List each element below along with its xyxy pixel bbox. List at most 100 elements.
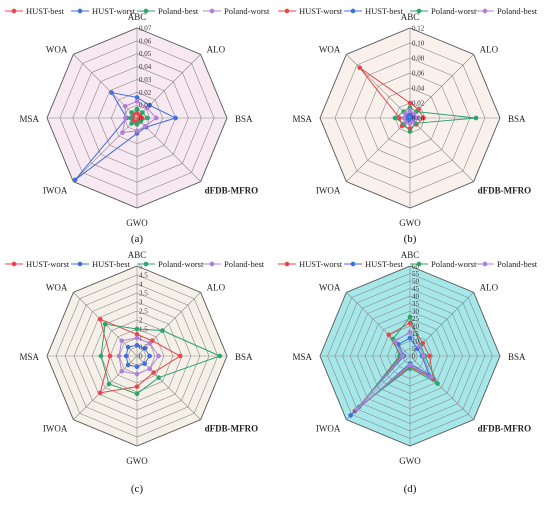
radial-tick-label: 4.5 xyxy=(139,272,148,280)
data-point-poland-best xyxy=(421,353,426,359)
axis-label: ABC xyxy=(401,12,420,22)
data-point-hust-worst xyxy=(97,316,103,322)
radial-tick-label: 0 xyxy=(139,115,143,123)
axis-label: ABC xyxy=(401,250,420,260)
radial-tick-label: 50 xyxy=(412,278,420,286)
data-point-hust-worst xyxy=(72,177,78,183)
data-point-poland-best xyxy=(407,362,413,368)
data-point-poland-best xyxy=(128,115,133,121)
data-point-hust-worst xyxy=(397,115,402,121)
data-point-poland-best xyxy=(401,115,407,121)
panel-label: (d) xyxy=(404,483,417,495)
legend-marker xyxy=(350,261,356,267)
radial-tick-label: 0.06 xyxy=(139,37,152,45)
data-point-poland-worst xyxy=(122,103,128,109)
legend-marker xyxy=(209,8,215,14)
radial-tick-label: 0.06 xyxy=(412,70,425,78)
panel-label: (b) xyxy=(404,233,417,245)
data-point-poland-best xyxy=(407,121,413,127)
legend-entry: Poland-worst xyxy=(431,259,477,269)
radial-tick-label: 0.00 xyxy=(412,115,425,123)
data-point-poland-worst xyxy=(217,353,223,359)
legend-entry: Poland-best xyxy=(158,6,199,16)
legend-entry: Poland-worst xyxy=(158,259,204,269)
data-point-poland-best xyxy=(403,119,409,125)
radial-tick-label: 2 xyxy=(139,317,143,325)
axis-label: IWOA xyxy=(316,186,341,196)
legend-entry: Poland-best xyxy=(497,6,538,16)
radial-tick-label: 20 xyxy=(412,323,420,331)
panel-label: (c) xyxy=(131,483,144,495)
legend-marker xyxy=(482,8,488,14)
data-point-poland-best xyxy=(407,108,413,113)
legend-entry: Poland-worst xyxy=(224,6,270,16)
legend: HUST-worst HUST-best Poland-worst Poland-be… xyxy=(278,259,538,269)
data-point-poland-worst xyxy=(144,105,150,111)
axis-label: ALO xyxy=(207,44,226,54)
radial-tick-label: 0.10 xyxy=(412,40,425,48)
axis-label: WOA xyxy=(46,282,68,292)
axis-label: BSA xyxy=(508,114,526,124)
radial-tick-label: 2.5 xyxy=(139,308,148,316)
data-point-hust-best xyxy=(134,342,140,348)
radial-tick-label: 40 xyxy=(412,293,420,301)
data-point-poland-best xyxy=(156,353,161,359)
data-point-poland-best xyxy=(119,338,125,344)
axis-label: dFDB-MFRO xyxy=(205,424,259,434)
legend-entry: HUST-best xyxy=(365,6,404,16)
data-point-poland-best xyxy=(140,110,145,115)
data-point-poland-best xyxy=(147,366,153,372)
axis-label: ALO xyxy=(480,44,499,54)
data-point-poland-worst xyxy=(160,328,165,333)
data-point-hust-best xyxy=(348,413,353,418)
data-point-poland-best xyxy=(428,374,434,380)
axis-label: WOA xyxy=(319,282,341,292)
data-point-poland-best xyxy=(119,368,125,374)
axis-label: dFDB-MFRO xyxy=(478,186,532,196)
data-point-poland-worst xyxy=(134,326,140,332)
radial-tick-label: 0.01 xyxy=(139,102,152,110)
legend-entry: HUST-worst xyxy=(299,259,343,269)
legend-marker xyxy=(416,8,422,14)
data-point-poland-worst xyxy=(407,314,413,320)
data-point-hust-best xyxy=(147,353,152,359)
data-point-hust-best xyxy=(123,353,129,359)
data-point-poland-worst xyxy=(134,128,140,134)
data-point-hust-best xyxy=(407,335,413,341)
radial-tick-label: 35 xyxy=(412,300,420,308)
radial-tick-label: 0.05 xyxy=(139,50,152,58)
data-point-poland-worst xyxy=(123,115,128,121)
radial-tick-label: 4 xyxy=(139,281,143,289)
legend-entry: HUST-best xyxy=(365,259,404,269)
radial-tick-label: 0.02 xyxy=(139,89,152,97)
axis-label: IWOA xyxy=(43,424,68,434)
legend-marker xyxy=(416,261,422,267)
data-point-poland-best xyxy=(129,110,134,115)
legend: HUST-best HUST-worst Poland-best Poland-wor… xyxy=(5,6,270,16)
legend-entry: Poland-worst xyxy=(431,6,477,16)
axis-label: WOA xyxy=(319,44,341,54)
radial-tick-label: 0.04 xyxy=(412,85,425,93)
legend-marker xyxy=(77,8,83,14)
radial-tick-label: 0 xyxy=(139,353,143,361)
axis-label: IWOA xyxy=(43,186,68,196)
data-point-poland-best xyxy=(402,110,408,116)
data-point-hust-worst xyxy=(97,390,103,396)
radar-panel-3: 00.511.522.533.544.55 ABC ALO BSA dFDB-MFRO G… xyxy=(5,250,265,495)
data-point-poland-best xyxy=(144,115,150,121)
data-point-hust-best xyxy=(134,364,140,370)
data-point-poland-best xyxy=(134,371,140,377)
legend-marker xyxy=(143,261,149,267)
radial-tick-label: 3.5 xyxy=(139,290,148,298)
radial-tick-label: 1.5 xyxy=(139,326,148,334)
data-point-poland-best xyxy=(410,118,416,124)
legend-marker xyxy=(11,261,17,267)
legend-marker xyxy=(77,261,83,267)
data-point-poland-best xyxy=(138,119,143,124)
legend-marker xyxy=(209,261,215,267)
radial-tick-label: 5 xyxy=(139,263,143,271)
data-point-poland-best xyxy=(129,121,134,126)
data-point-poland-best xyxy=(415,115,420,121)
